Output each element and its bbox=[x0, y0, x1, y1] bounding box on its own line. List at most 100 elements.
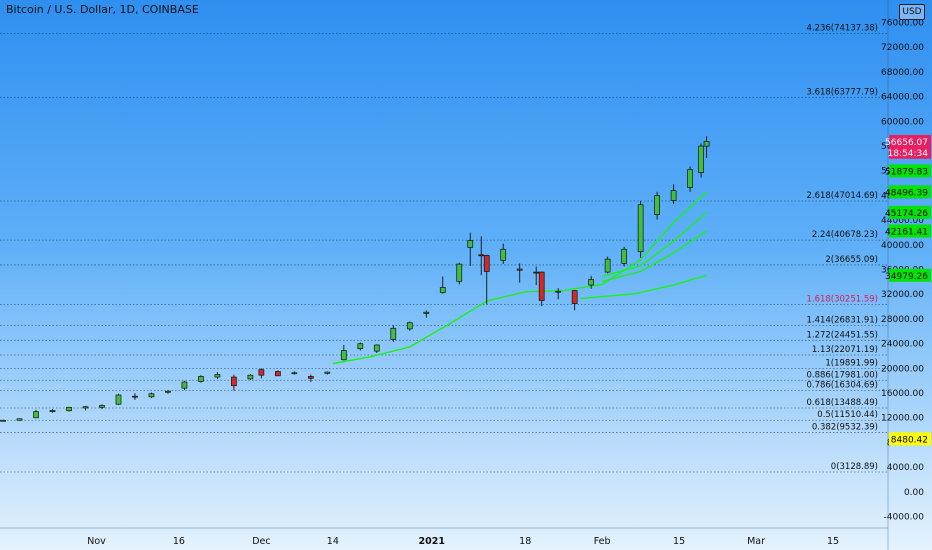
price-marker: 8480.42 bbox=[889, 432, 931, 446]
time-tick-label: 2021 bbox=[419, 536, 445, 547]
candle bbox=[258, 368, 265, 379]
candle bbox=[181, 380, 188, 391]
fib-levels: 4.236(74137.38) 3.618(63777.79) 2.618(4701… bbox=[0, 24, 888, 473]
price-tick-label: 16000.00 bbox=[881, 389, 924, 399]
moving-averages bbox=[332, 191, 708, 365]
fib-level-label: 2.24(40678.23) bbox=[812, 230, 878, 240]
candle bbox=[291, 371, 298, 375]
time-tick-label: Dec bbox=[252, 536, 270, 547]
time-tick-label: Nov bbox=[87, 536, 106, 547]
candle bbox=[132, 393, 138, 400]
candle bbox=[82, 406, 89, 411]
svg-text:48496.39: 48496.39 bbox=[885, 188, 928, 198]
candle bbox=[214, 372, 221, 379]
price-tick-label: -4000.00 bbox=[884, 513, 925, 523]
candle bbox=[588, 275, 595, 289]
candle bbox=[324, 371, 331, 375]
candle bbox=[571, 289, 578, 311]
ma-slow-line bbox=[602, 230, 707, 283]
price-marker: 48496.39 bbox=[885, 185, 931, 199]
candle bbox=[406, 321, 413, 331]
candle bbox=[308, 374, 314, 383]
candle bbox=[687, 166, 693, 192]
candle bbox=[467, 232, 474, 266]
fib-level-label: 1.13(22071.19) bbox=[812, 345, 878, 355]
candle bbox=[165, 390, 171, 394]
price-tick-label: 68000.00 bbox=[881, 68, 924, 78]
price-tick-label: 4000.00 bbox=[887, 463, 924, 473]
price-tick-label: 32000.00 bbox=[881, 290, 924, 300]
time-tick-label: Feb bbox=[594, 536, 611, 547]
price-tick-label: 0.00 bbox=[904, 488, 924, 498]
candle bbox=[698, 143, 704, 178]
price-marker: 56656.07 bbox=[885, 134, 931, 148]
candle bbox=[198, 375, 204, 383]
candle bbox=[390, 325, 397, 342]
fib-level-label: 0(3128.89) bbox=[831, 462, 878, 472]
price-tick-label: 20000.00 bbox=[881, 364, 924, 374]
fib-level-label: 4.236(74137.38) bbox=[806, 24, 878, 34]
price-tick-label: 72000.00 bbox=[881, 43, 924, 53]
price-tick-label: 44000.00 bbox=[881, 216, 924, 226]
ma-mid-line bbox=[602, 211, 708, 278]
candle bbox=[275, 370, 281, 377]
candle bbox=[538, 271, 545, 307]
fib-level-label: 0.382(9532.39) bbox=[812, 422, 878, 432]
candle bbox=[423, 310, 430, 318]
candle bbox=[0, 419, 6, 422]
candle bbox=[478, 236, 485, 276]
svg-text:42161.41: 42161.41 bbox=[885, 227, 928, 237]
fib-level-label: 0.786(16304.69) bbox=[806, 381, 878, 391]
candle bbox=[439, 276, 446, 294]
candle bbox=[670, 184, 677, 205]
price-tick-label: 24000.00 bbox=[881, 340, 924, 350]
time-tick-label: 18 bbox=[519, 536, 531, 547]
price-tick-label: 60000.00 bbox=[881, 117, 924, 127]
svg-text:8480.42: 8480.42 bbox=[891, 435, 928, 445]
candle bbox=[33, 409, 39, 419]
price-tick-label: 64000.00 bbox=[881, 93, 924, 103]
candle bbox=[148, 392, 155, 399]
symbol-title: Bitcoin / U.S. Dollar, 1D, COINBASE bbox=[6, 3, 199, 16]
time-tick-label: 14 bbox=[327, 536, 339, 547]
price-tick-label: 76000.00 bbox=[881, 19, 924, 29]
candle bbox=[373, 344, 380, 353]
fib-level-label: 1.414(26831.91) bbox=[806, 316, 878, 326]
fib-level-label: 1.618(30251.59) bbox=[806, 294, 878, 304]
currency-badge[interactable]: USD bbox=[899, 4, 925, 20]
candle bbox=[66, 406, 72, 412]
price-marker: 42161.41 bbox=[885, 224, 931, 238]
fib-level-label: 0.886(17981.00) bbox=[806, 370, 878, 380]
price-tick-label: 28000.00 bbox=[881, 315, 924, 325]
candle bbox=[16, 418, 23, 421]
time-tick-label: 16 bbox=[173, 536, 185, 547]
candle bbox=[340, 344, 347, 361]
fib-level-label: 3.618(63777.79) bbox=[806, 87, 878, 97]
candle bbox=[49, 409, 56, 413]
candle bbox=[555, 288, 562, 300]
candle bbox=[456, 262, 463, 285]
time-tick-label: Mar bbox=[747, 536, 765, 547]
candle bbox=[115, 393, 122, 405]
candles bbox=[0, 136, 710, 422]
candle bbox=[533, 266, 540, 286]
price-marker: 34979.26 bbox=[885, 268, 931, 282]
time-axis[interactable]: Nov 16 Dec 14 2021 18 Feb 15 Mar 15 bbox=[87, 536, 839, 547]
time-tick-label: 15 bbox=[673, 536, 685, 547]
svg-text:45174.26: 45174.26 bbox=[885, 209, 928, 219]
candle bbox=[621, 246, 627, 267]
price-marker: 51879.83 bbox=[885, 164, 931, 178]
price-tick-label: 40000.00 bbox=[881, 241, 924, 251]
price-marker: 45174.26 bbox=[885, 205, 931, 219]
candle bbox=[357, 342, 364, 351]
candle bbox=[516, 263, 523, 283]
candle bbox=[483, 254, 490, 305]
svg-text:34979.26: 34979.26 bbox=[885, 272, 928, 282]
fib-level-label: 2(36655.09) bbox=[825, 255, 878, 265]
candle bbox=[99, 404, 105, 410]
candle bbox=[231, 374, 237, 391]
svg-text:56656.07: 56656.07 bbox=[885, 138, 928, 148]
candle bbox=[654, 191, 660, 220]
